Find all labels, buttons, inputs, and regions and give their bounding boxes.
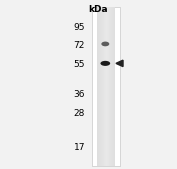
Bar xyxy=(108,7,109,166)
Bar xyxy=(111,7,112,166)
Bar xyxy=(103,7,104,166)
Polygon shape xyxy=(116,60,123,67)
Text: 55: 55 xyxy=(73,60,85,69)
Ellipse shape xyxy=(101,42,109,46)
Bar xyxy=(113,7,114,166)
Text: 17: 17 xyxy=(73,142,85,152)
Bar xyxy=(101,7,102,166)
Bar xyxy=(102,7,103,166)
Ellipse shape xyxy=(100,61,110,66)
Text: 36: 36 xyxy=(73,90,85,99)
Bar xyxy=(105,7,106,166)
Bar xyxy=(92,7,120,166)
Bar xyxy=(100,7,101,166)
Text: 28: 28 xyxy=(74,109,85,118)
Bar xyxy=(97,7,98,166)
Text: 72: 72 xyxy=(74,41,85,50)
Bar xyxy=(114,7,115,166)
Bar xyxy=(98,7,99,166)
Bar xyxy=(107,7,108,166)
Bar xyxy=(109,7,110,166)
Bar xyxy=(106,7,107,166)
Bar xyxy=(99,7,100,166)
Bar xyxy=(104,7,105,166)
Bar xyxy=(112,7,113,166)
Bar xyxy=(110,7,111,166)
Text: kDa: kDa xyxy=(88,5,108,14)
Text: 95: 95 xyxy=(73,22,85,32)
